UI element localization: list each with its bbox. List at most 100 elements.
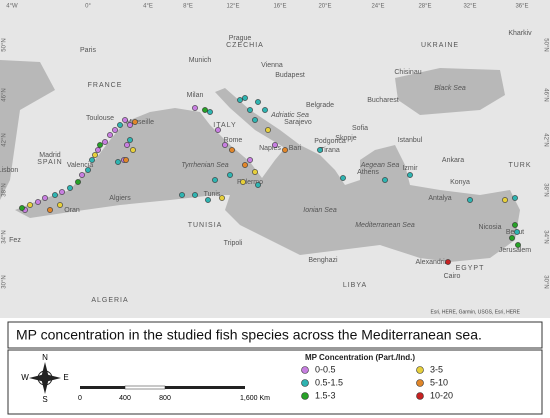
place-label: Algiers	[109, 195, 131, 202]
sample-point	[122, 117, 128, 123]
sample-point	[107, 132, 113, 138]
place-label: Milan	[187, 92, 204, 99]
sample-point	[115, 159, 121, 165]
legend-box	[7, 349, 543, 415]
sample-point	[219, 195, 225, 201]
scale-label: 800	[159, 395, 171, 402]
sample-point	[265, 127, 271, 133]
place-label: Madrid	[39, 152, 61, 159]
sample-point	[222, 142, 228, 148]
sample-point	[97, 142, 103, 148]
place-label: Palermo	[237, 179, 263, 186]
black-sea	[395, 68, 505, 115]
place-label: Skopje	[335, 135, 357, 142]
place-label: Bucharest	[367, 97, 399, 104]
compass-e: E	[63, 373, 68, 382]
legend-swatch	[416, 366, 424, 374]
sample-point	[47, 207, 53, 213]
sample-point	[35, 199, 41, 205]
place-label: Izmir	[402, 165, 418, 172]
sample-point	[92, 152, 98, 158]
sample-point	[467, 197, 473, 203]
coordinate-label: 30°N	[2, 275, 8, 288]
scale-label: 0	[78, 395, 82, 402]
sample-point	[252, 169, 258, 175]
scale-label: 1,600 Km	[240, 395, 270, 402]
legend-label: 0.5-1.5	[315, 377, 343, 387]
place-label: Kharkiv	[508, 30, 532, 37]
scale-bar	[80, 385, 245, 390]
sample-point	[229, 147, 235, 153]
sample-point	[132, 119, 138, 125]
atlantic	[0, 60, 55, 200]
scale-label: 400	[119, 395, 131, 402]
sample-point	[317, 147, 323, 153]
sample-point	[215, 127, 221, 133]
place-label: Bari	[289, 145, 302, 152]
place-label: Chisinau	[394, 69, 421, 76]
place-label: Konya	[450, 179, 470, 186]
legend-label: 0-0.5	[315, 364, 336, 374]
place-label: ALGERIA	[91, 297, 128, 304]
sample-point	[57, 202, 63, 208]
place-label: Alexandria	[415, 259, 448, 266]
place-label: Naples	[259, 145, 281, 152]
sample-point	[207, 109, 213, 115]
coordinate-label: 4°E	[143, 4, 153, 10]
place-label: Vienna	[261, 62, 283, 69]
place-label: Rome	[224, 137, 243, 144]
coordinate-label: 32°E	[463, 4, 476, 10]
sample-point	[202, 107, 208, 113]
place-label: Istanbul	[398, 137, 423, 144]
sample-point	[67, 185, 73, 191]
sample-point	[509, 235, 515, 241]
compass-w: W	[21, 373, 29, 382]
coordinate-label: 20°E	[318, 4, 331, 10]
place-label: Antalya	[428, 195, 451, 202]
sample-point	[124, 142, 130, 148]
legend-swatch	[416, 392, 424, 400]
sample-point	[85, 167, 91, 173]
place-label: ITALY	[213, 122, 236, 129]
sample-point	[59, 189, 65, 195]
sample-point	[255, 182, 261, 188]
legend-label: 3-5	[430, 364, 443, 374]
coordinate-label: 16°E	[273, 4, 286, 10]
place-label: CZECHIA	[226, 42, 264, 49]
place-label: Belgrade	[306, 102, 334, 109]
compass-s: S	[42, 395, 47, 404]
place-label: Tunis	[204, 191, 221, 198]
coordinate-label: 36°E	[515, 4, 528, 10]
attribution: Esri, HERE, Garmin, USGS, Esri, HERE	[431, 309, 521, 315]
legend-label: 5-10	[430, 377, 448, 387]
coordinate-label: 30°N	[542, 275, 548, 288]
place-label: Tirana	[320, 147, 340, 154]
sample-point	[255, 99, 261, 105]
coordinate-label: 12°E	[226, 4, 239, 10]
sample-point	[227, 172, 233, 178]
sample-point	[52, 192, 58, 198]
legend-swatch	[301, 379, 309, 387]
sample-point	[262, 107, 268, 113]
sample-point	[89, 157, 95, 163]
place-label: Ankara	[442, 157, 464, 164]
sample-point	[123, 157, 129, 163]
place-label: Mediterranean Sea	[355, 222, 415, 229]
sample-point	[27, 202, 33, 208]
place-label: FRANCE	[88, 82, 123, 89]
legend-title: MP Concentration (Part./Ind.)	[305, 353, 415, 362]
mediterranean-sea	[15, 88, 520, 262]
sample-point	[340, 175, 346, 181]
sample-point	[237, 97, 243, 103]
coordinate-label: 24°E	[371, 4, 384, 10]
coordinate-label: 42°N	[2, 133, 8, 146]
sample-point	[127, 137, 133, 143]
place-label: Paris	[80, 47, 96, 54]
sample-point	[79, 172, 85, 178]
sample-point	[75, 179, 81, 185]
place-label: Black Sea	[434, 85, 466, 92]
sample-point	[514, 229, 520, 235]
legend-swatch	[301, 366, 309, 374]
sample-point	[42, 195, 48, 201]
coordinate-label: 28°E	[418, 4, 431, 10]
